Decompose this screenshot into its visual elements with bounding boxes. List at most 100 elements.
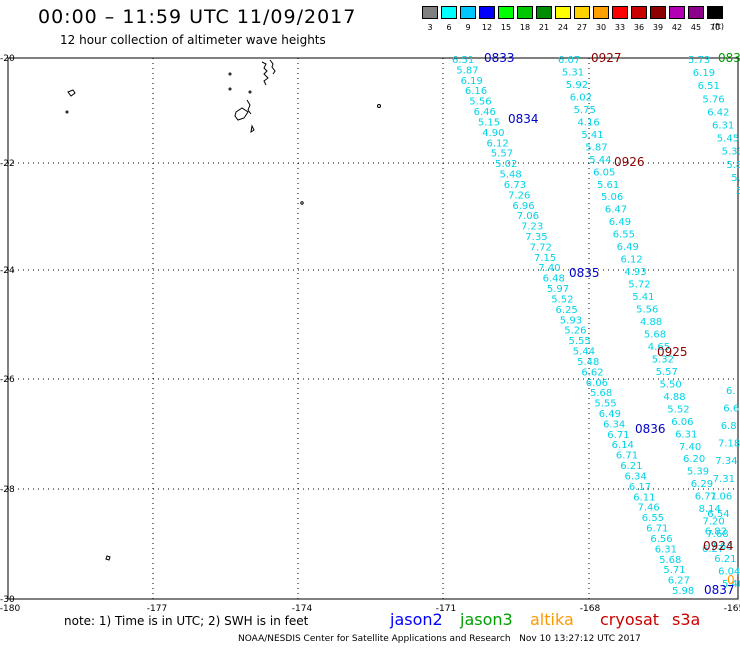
legend-label: 42 (671, 23, 683, 32)
pass-time-label: 0926 (614, 155, 645, 169)
wave-height-value: 5.56 (636, 305, 658, 316)
wave-height-value: 5.98 (672, 586, 694, 597)
wave-height-value: 6.12 (621, 255, 643, 266)
wave-height-value: 6.71 (616, 451, 638, 462)
wave-height-value: 7.06 (710, 491, 732, 502)
wave-height-value: 6.19 (693, 68, 715, 79)
wave-height-value: 5.55 (594, 399, 616, 410)
wave-height-value: 6.49 (617, 242, 639, 253)
wave-height-value: 6. (726, 386, 736, 397)
wave-height-value: 5.26 (564, 326, 586, 337)
map-frame (7, 57, 739, 600)
legend-swatch (688, 6, 704, 19)
legend-unit: (ft) (712, 22, 725, 31)
pass-time-label: 0927 (591, 51, 622, 65)
wave-height-value: 6.02 (570, 92, 592, 103)
legend-swatch (650, 6, 666, 19)
wave-height-value: 6.34 (625, 472, 647, 483)
wave-height-value: 6.06 (671, 417, 693, 428)
island-outline (246, 99, 252, 115)
wave-height-value: 5.97 (547, 284, 569, 295)
satellite-name: s3a (672, 610, 701, 629)
wave-height-value: 6.48 (543, 274, 565, 285)
island-dot (300, 201, 304, 205)
longitude-label: -165 (724, 604, 740, 614)
legend-label: 45 (690, 23, 702, 32)
wave-height-value: 6.04 (718, 567, 740, 578)
wave-height-value: 6.51 (452, 55, 474, 66)
map-subtitle: 12 hour collection of altimeter wave hei… (60, 33, 326, 47)
wave-height-value: 5.57 (491, 149, 513, 160)
legend-label: 27 (576, 23, 588, 32)
wave-height-value: 5.55 (569, 336, 591, 347)
wave-height-value: 5.52 (667, 404, 689, 415)
latitude-label: -20 (0, 54, 15, 64)
legend-swatch (460, 6, 476, 19)
altimeter-tracks: 6.515.876.196.165.566.465.154.906.125.57… (452, 55, 740, 597)
island-outline (261, 61, 269, 86)
island-outlines (65, 59, 381, 561)
wave-height-value: 6.42 (707, 107, 729, 118)
legend-swatch (555, 6, 571, 19)
wave-height-value: 6.96 (512, 201, 534, 212)
pass-time-label: 0925 (657, 345, 688, 359)
legend-swatch (517, 6, 533, 19)
wave-height-value: 5.87 (585, 142, 607, 153)
wave-height-value: 6.31 (655, 544, 677, 555)
wave-height-value: 6.12 (487, 138, 509, 149)
wave-height-value: 4.90 (482, 128, 504, 139)
wave-height-value: 7.63 (710, 542, 732, 553)
satellite-name: jason2 (390, 610, 443, 629)
legend-label: 39 (652, 23, 664, 32)
pass-time-label: 0833 (484, 51, 515, 65)
wave-height-value: 5.61 (597, 180, 619, 191)
wave-height-value: 6.19 (461, 76, 483, 87)
wave-height-value: 6.16 (465, 86, 487, 97)
wave-height-value: 6.73 (504, 180, 526, 191)
wave-height-value: 4.65 (648, 342, 670, 353)
wave-height-value: 6.8 (721, 421, 737, 432)
wave-height-value: 5.31 (562, 68, 584, 79)
pass-time-label: 0835 (569, 266, 600, 280)
wave-height-value: 6.55 (613, 230, 635, 241)
wave-height-value: 5.02 (495, 159, 517, 170)
wave-height-value: 5.15 (478, 118, 500, 129)
wave-height-value: 5.39 (687, 467, 709, 478)
wave-height-value: 6.49 (599, 409, 621, 420)
wave-height-value: 7.31 (713, 474, 735, 485)
wave-height-value: 5.86 (726, 160, 740, 171)
wave-height-value: 5.50 (660, 379, 682, 390)
wave-height-value: 5.40 (722, 579, 740, 590)
island-outline (105, 555, 111, 561)
wave-height-value: 6.21 (714, 554, 736, 565)
wave-height-value: 6.29 (691, 479, 713, 490)
wave-height-value: 7.06 (517, 211, 539, 222)
footnote: note: 1) Time is in UTC; 2) SWH is in fe… (64, 614, 309, 628)
grid-lines (8, 58, 738, 599)
wave-height-value: 6.07 (558, 55, 580, 66)
wave-height-value: 8.14 (699, 504, 721, 515)
pass-labels: 0833 0834 0835 0836 0837 0927 0926 0925 0924 083 0 (484, 51, 740, 597)
wave-height-value: 5.68 (644, 330, 666, 341)
wave-height-value: 6.20 (683, 454, 705, 465)
pass-time-label: 0924 (703, 539, 734, 553)
longitude-label: -171 (436, 604, 456, 614)
wave-height-value: 6.71 (607, 430, 629, 441)
wave-height-value: 6.47 (605, 205, 627, 216)
wave-height-value: 6.14 (612, 440, 634, 451)
legend-label: 21 (538, 23, 550, 32)
wave-height-value: 6.51 (698, 81, 720, 92)
legend-swatch (574, 6, 590, 19)
legend-swatch (707, 6, 723, 19)
wave-height-value: 6.71 (646, 524, 668, 535)
island-dot (228, 87, 232, 91)
latitude-label: -22 (0, 159, 15, 169)
satellite-name: altika (530, 610, 574, 629)
wave-height-value: 6.6 (723, 404, 739, 415)
wave-height-value: 6.46 (474, 107, 496, 118)
wave-height-value: 6.49 (609, 217, 631, 228)
wave-height-value: 6.17 (629, 482, 651, 493)
legend-label: 3 (427, 23, 433, 32)
wave-height-value: 4.93 (624, 267, 646, 278)
